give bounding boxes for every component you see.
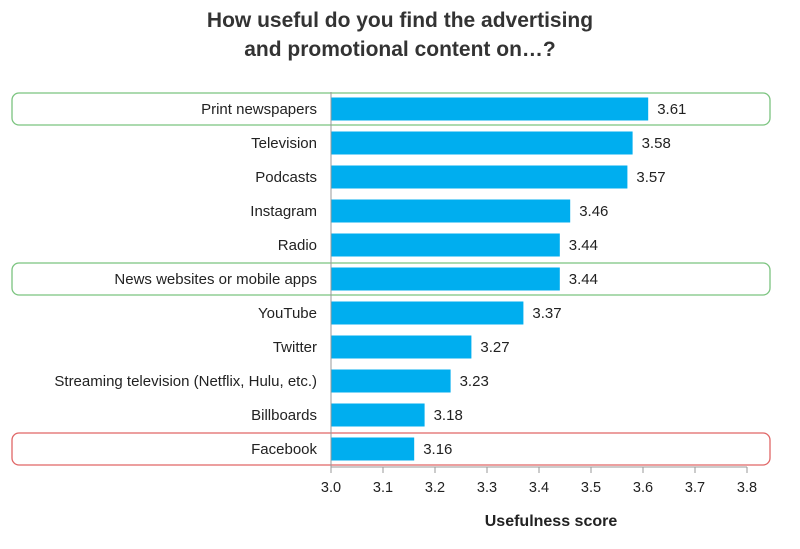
- value-label: 3.61: [657, 101, 686, 118]
- value-label: 3.44: [569, 237, 598, 254]
- x-tick-label: 3.1: [373, 480, 393, 496]
- bar: [331, 165, 628, 189]
- chart-title: How useful do you find the advertising a…: [0, 6, 800, 64]
- bar: [331, 97, 649, 121]
- value-label: 3.23: [460, 373, 489, 390]
- x-axis-title: Usefulness score: [485, 513, 618, 530]
- bar: [331, 335, 472, 359]
- x-tick-label: 3.3: [477, 480, 497, 496]
- category-label: Twitter: [273, 339, 317, 356]
- value-label: 3.27: [480, 339, 509, 356]
- highlight-box: [11, 432, 771, 466]
- category-label: Streaming television (Netflix, Hulu, etc…: [54, 373, 317, 390]
- category-label: Podcasts: [255, 169, 317, 186]
- category-label: Facebook: [251, 441, 317, 458]
- x-tick-label: 3.5: [581, 480, 601, 496]
- category-label: Television: [251, 135, 317, 152]
- bar: [331, 301, 524, 325]
- highlight-box: [11, 262, 771, 296]
- value-label: 3.57: [636, 169, 665, 186]
- bar: [331, 369, 451, 393]
- category-label: News websites or mobile apps: [114, 271, 317, 288]
- category-label: Billboards: [251, 407, 317, 424]
- category-label: YouTube: [258, 305, 317, 322]
- x-tick-label: 3.4: [529, 480, 549, 496]
- x-tick-label: 3.0: [321, 480, 341, 496]
- chart-title-line-1: How useful do you find the advertising: [206, 9, 594, 32]
- x-tick-label: 3.6: [633, 480, 653, 496]
- bar: [331, 199, 571, 223]
- value-label: 3.18: [434, 407, 463, 424]
- x-tick-label: 3.2: [425, 480, 445, 496]
- value-label: 3.44: [569, 271, 598, 288]
- value-label: 3.46: [579, 203, 608, 220]
- x-tick-label: 3.7: [685, 480, 705, 496]
- bar: [331, 403, 425, 427]
- value-label: 3.37: [532, 305, 561, 322]
- bar: [331, 267, 560, 291]
- value-label: 3.58: [642, 135, 671, 152]
- bar: [331, 437, 415, 461]
- category-label: Print newspapers: [201, 101, 317, 118]
- bar: [331, 233, 560, 257]
- chart-title-line-2: and promotional content on…?: [244, 38, 556, 61]
- category-label: Radio: [278, 237, 317, 254]
- x-tick-label: 3.8: [737, 480, 757, 496]
- category-label: Instagram: [250, 203, 317, 220]
- bar: [331, 131, 633, 155]
- value-label: 3.16: [423, 441, 452, 458]
- highlight-box: [11, 92, 771, 126]
